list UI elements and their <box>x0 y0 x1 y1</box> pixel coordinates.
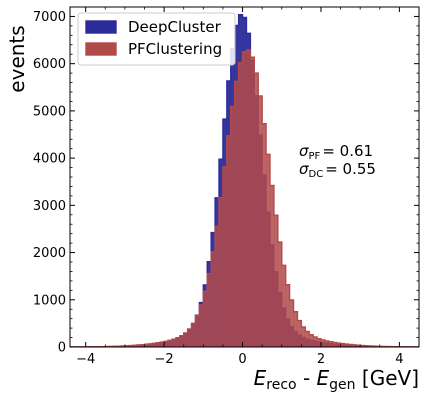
x-axis-label-part: E <box>317 366 330 390</box>
y-tick-label: 5000 <box>33 104 66 119</box>
x-tick-label: −2 <box>155 352 174 367</box>
y-axis-label: events <box>5 25 29 92</box>
histogram-bar <box>243 52 247 347</box>
x-axis-label-part: - <box>297 366 317 390</box>
legend-swatch-deepcluster <box>86 21 116 33</box>
histogram-bar <box>250 57 254 347</box>
y-tick-label: 3000 <box>33 199 66 214</box>
histogram-bar <box>246 50 250 347</box>
y-tick-label: 0 <box>58 341 66 356</box>
sigma-symbol: σ <box>299 142 309 160</box>
histogram-bar <box>239 63 243 347</box>
legend-label-deepcluster: DeepCluster <box>128 18 222 36</box>
y-tick-label: 7000 <box>33 10 66 25</box>
y-tick-label: 1000 <box>33 293 66 308</box>
sigma-symbol: σ <box>299 160 309 178</box>
sigma-annotation-pf: σPF= 0.61 <box>299 142 373 162</box>
sigma-value: = 0.61 <box>322 142 373 160</box>
y-tick-label: 2000 <box>33 246 66 261</box>
histogram-bar <box>254 73 258 347</box>
x-axis-label-part: E <box>254 366 267 390</box>
sigma-subscript: PF <box>309 151 321 162</box>
y-tick-label: 6000 <box>33 57 66 72</box>
x-tick-label: 4 <box>395 352 403 367</box>
y-tick-label: 4000 <box>33 152 66 167</box>
series-pfclustering <box>66 50 419 347</box>
histogram-bar <box>262 124 266 347</box>
legend: DeepCluster PFClustering <box>78 13 235 65</box>
sigma-subscript: DC <box>309 169 324 180</box>
histogram-bar <box>258 96 262 347</box>
x-tick-label: 0 <box>238 352 246 367</box>
x-axis-label-part: reco <box>266 377 296 393</box>
legend-label-pfclustering: PFClustering <box>128 40 222 58</box>
x-axis-label-part: gen <box>329 377 355 393</box>
x-axis-label-part: [GeV] <box>356 366 419 390</box>
sigma-annotation-dc: σDC= 0.55 <box>299 160 376 180</box>
x-axis-label: Ereco - Egen [GeV] <box>254 366 419 393</box>
x-tick-label: −4 <box>76 352 95 367</box>
x-tick-label: 2 <box>317 352 325 367</box>
sigma-value: = 0.55 <box>325 160 376 178</box>
histogram-bar <box>231 107 235 347</box>
histogram-bar <box>235 81 239 347</box>
legend-swatch-pfclustering <box>86 43 116 55</box>
